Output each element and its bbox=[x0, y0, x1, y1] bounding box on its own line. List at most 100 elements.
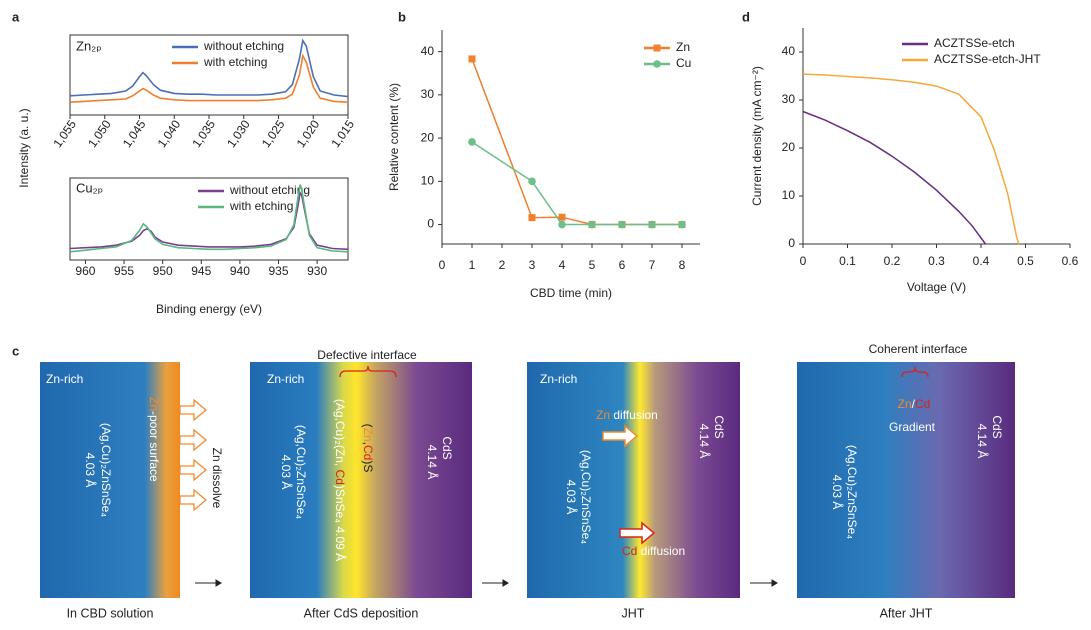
x-tick-label: 3 bbox=[529, 258, 536, 272]
y-tick-label: 30 bbox=[782, 92, 796, 106]
marker bbox=[558, 220, 566, 229]
x-tick-label: 950 bbox=[153, 264, 173, 278]
absorber: (Ag,Cu)₂ZnSnSe₄ bbox=[579, 450, 593, 544]
lattice: 4.03 Å bbox=[279, 455, 294, 490]
diffusion: Zn diffusion bbox=[596, 408, 658, 422]
series-line bbox=[471, 141, 682, 226]
marker bbox=[528, 177, 536, 186]
x-tick-label: 1,040 bbox=[155, 117, 184, 150]
panel-label: a bbox=[12, 9, 20, 24]
region: Zn-rich bbox=[267, 372, 304, 386]
legend-marker bbox=[653, 60, 661, 68]
stage-block bbox=[40, 362, 180, 598]
buffer-mix: (Zn,Cd)S bbox=[361, 424, 375, 473]
spectrum-label: Zn₂ₚ bbox=[76, 38, 102, 53]
y-axis-label: Relative content (%) bbox=[387, 83, 401, 191]
x-tick-label: 1,020 bbox=[294, 117, 323, 150]
x-tick-label: 940 bbox=[230, 264, 250, 278]
spectrum-label: Cu₂ₚ bbox=[76, 180, 103, 195]
x-tick-label: 1,025 bbox=[259, 117, 288, 150]
x-tick-label: 6 bbox=[619, 258, 626, 272]
buffer: CdS bbox=[990, 415, 1004, 438]
series-line bbox=[802, 73, 1020, 245]
lattice: 4.03 Å bbox=[83, 453, 98, 488]
gradient: Zn/Cd bbox=[898, 397, 931, 411]
legend-label: ACZTSSe-etch bbox=[934, 36, 1015, 50]
series-line bbox=[471, 58, 682, 226]
x-tick-label: 1,035 bbox=[189, 117, 218, 150]
y-axis-label: Intensity (a. u.) bbox=[17, 108, 31, 187]
y-tick-label: 10 bbox=[421, 173, 435, 187]
x-tick-label: 0.2 bbox=[884, 254, 901, 268]
marker bbox=[678, 220, 686, 229]
y-tick-label: 20 bbox=[782, 140, 796, 154]
x-tick-label: 0.3 bbox=[928, 254, 945, 268]
panel-label: d bbox=[742, 9, 750, 24]
y-tick-label: 10 bbox=[782, 188, 796, 202]
marker bbox=[648, 220, 656, 229]
legend-label: Zn bbox=[676, 40, 690, 54]
caption: After CdS deposition bbox=[304, 606, 419, 620]
x-tick-label: 0.4 bbox=[973, 254, 990, 268]
stage-block bbox=[527, 362, 740, 598]
x-tick-label: 945 bbox=[191, 264, 211, 278]
bracket bbox=[901, 366, 929, 378]
x-tick-label: 8 bbox=[679, 258, 686, 272]
y-tick-label: 40 bbox=[421, 44, 435, 58]
mixed-phase: (Ag,Cu)₂(Zn, Cd)SnSe₄ 4.09 Å bbox=[333, 399, 348, 561]
caption: After JHT bbox=[880, 606, 933, 620]
zn-arrow bbox=[602, 424, 639, 448]
buffer: CdS bbox=[440, 436, 454, 459]
x-tick-label: 935 bbox=[268, 264, 288, 278]
cd-arrow bbox=[619, 521, 656, 545]
marker bbox=[528, 214, 536, 222]
x-tick-label: 4 bbox=[559, 258, 566, 272]
legend-label: with etching bbox=[203, 55, 267, 69]
x-tick-label: 955 bbox=[114, 264, 134, 278]
marker bbox=[558, 213, 566, 221]
stage-block bbox=[250, 362, 472, 598]
plot-frame bbox=[69, 177, 349, 261]
y-tick-label: 30 bbox=[421, 87, 435, 101]
absorber: (Ag,Cu)₂ZnSnSe₄ bbox=[845, 445, 859, 539]
region: Zn-rich bbox=[540, 372, 577, 386]
x-tick-label: 0 bbox=[800, 254, 807, 268]
x-tick-label: 7 bbox=[649, 258, 656, 272]
legend-marker bbox=[653, 44, 661, 52]
gradient-label: Gradient bbox=[889, 420, 936, 434]
caption: In CBD solution bbox=[67, 606, 154, 620]
marker bbox=[588, 220, 596, 229]
x-tick-label: 0.5 bbox=[1017, 254, 1034, 268]
y-tick-label: 0 bbox=[788, 236, 795, 250]
bracket bbox=[339, 365, 397, 378]
x-tick-label: 0.6 bbox=[1062, 254, 1079, 268]
absorber: (Ag,Cu)₂ZnSnSe₄ bbox=[99, 423, 113, 517]
x-tick-label: 1,030 bbox=[224, 117, 253, 150]
stage-block bbox=[797, 362, 1015, 598]
x-axis-label: Binding energy (eV) bbox=[156, 302, 262, 316]
panel-label: c bbox=[12, 343, 19, 358]
lattice: 4.03 Å bbox=[830, 475, 845, 510]
lattice: 4.14 Å bbox=[975, 424, 990, 459]
x-tick-label: 1,050 bbox=[85, 117, 114, 150]
legend-label: without etching bbox=[229, 183, 310, 197]
legend-label: Cu bbox=[676, 56, 691, 70]
dissolve-arrows bbox=[179, 398, 208, 512]
y-tick-label: 0 bbox=[427, 217, 434, 231]
x-axis-label: CBD time (min) bbox=[530, 286, 612, 300]
x-tick-label: 930 bbox=[307, 264, 327, 278]
x-tick-label: 5 bbox=[589, 258, 596, 272]
x-tick-label: 1,055 bbox=[50, 117, 79, 150]
lattice: 4.14 Å bbox=[697, 424, 712, 459]
y-tick-label: 40 bbox=[782, 44, 796, 58]
marker bbox=[468, 55, 476, 63]
region: Zn-rich bbox=[46, 372, 83, 386]
x-tick-label: 0.1 bbox=[839, 254, 856, 268]
lattice: 4.14 Å bbox=[425, 445, 440, 480]
y-tick-label: 20 bbox=[421, 130, 435, 144]
x-axis-label: Voltage (V) bbox=[907, 280, 966, 294]
y-axis-label: Current density (mA cm⁻²) bbox=[750, 66, 764, 206]
lattice: 4.03 Å bbox=[564, 480, 579, 515]
x-tick-label: 1,045 bbox=[120, 117, 149, 150]
